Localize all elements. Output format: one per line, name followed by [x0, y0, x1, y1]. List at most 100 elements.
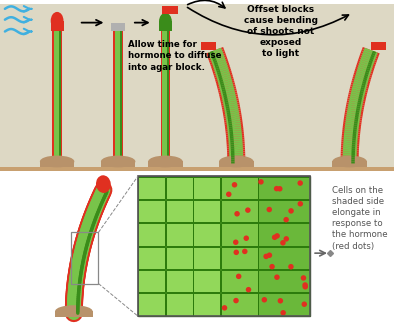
Text: Cells on the
shaded side
elongate in
response to
the hormone
(red dots): Cells on the shaded side elongate in res… [332, 186, 388, 251]
Circle shape [274, 233, 280, 239]
Bar [138, 247, 165, 269]
Bar [115, 31, 122, 163]
Bar [162, 31, 169, 163]
Bar [221, 177, 258, 199]
Bar [166, 223, 192, 246]
Bar [138, 200, 165, 222]
Bar [221, 293, 258, 316]
Bar [194, 200, 220, 222]
Circle shape [302, 301, 307, 307]
Circle shape [302, 282, 308, 288]
Circle shape [222, 305, 227, 311]
Circle shape [298, 201, 303, 207]
Circle shape [232, 182, 237, 188]
Bar [138, 177, 165, 199]
Bar [194, 270, 220, 292]
Bar [101, 161, 135, 167]
Circle shape [301, 275, 306, 281]
Bar [138, 270, 165, 292]
Circle shape [274, 275, 280, 280]
Bar [166, 270, 192, 292]
Bar [162, 6, 178, 14]
Bar [221, 247, 258, 269]
Bar [138, 176, 310, 316]
Circle shape [244, 235, 249, 241]
Circle shape [269, 264, 275, 269]
Bar [258, 247, 310, 269]
Circle shape [233, 239, 238, 245]
Bar [221, 270, 258, 292]
Bar [258, 293, 310, 316]
Circle shape [298, 180, 303, 186]
Circle shape [288, 208, 294, 213]
Bar [168, 31, 169, 163]
Circle shape [262, 297, 267, 302]
Bar [194, 293, 220, 316]
Bar [138, 223, 165, 246]
Circle shape [280, 310, 286, 315]
Circle shape [234, 211, 240, 216]
Text: Allow time for
hormone to diffuse
into agar block.: Allow time for hormone to diffuse into a… [128, 41, 222, 72]
Ellipse shape [148, 156, 183, 167]
Ellipse shape [40, 156, 74, 167]
Circle shape [242, 249, 248, 254]
Bar [371, 42, 386, 50]
Bar [258, 270, 310, 292]
Bar [221, 200, 258, 222]
Bar [194, 177, 220, 199]
Ellipse shape [55, 305, 92, 317]
Bar [201, 42, 216, 50]
Bar [166, 200, 192, 222]
Circle shape [236, 274, 242, 279]
Circle shape [272, 234, 277, 240]
Bar [40, 161, 74, 167]
Circle shape [233, 298, 239, 303]
Bar [51, 21, 64, 31]
Bar [258, 223, 310, 246]
Circle shape [280, 240, 286, 246]
Circle shape [302, 284, 308, 290]
Circle shape [258, 179, 264, 185]
Circle shape [234, 250, 239, 255]
Bar [194, 247, 220, 269]
Ellipse shape [96, 175, 111, 193]
Bar [194, 223, 220, 246]
Bar [111, 23, 125, 31]
Bar [0, 171, 394, 331]
Circle shape [246, 287, 251, 292]
Ellipse shape [159, 13, 172, 30]
Bar [138, 293, 165, 316]
Circle shape [277, 186, 282, 192]
Circle shape [274, 186, 279, 191]
Circle shape [226, 192, 232, 197]
Circle shape [267, 252, 272, 258]
Circle shape [284, 236, 289, 242]
Bar [120, 31, 122, 163]
Circle shape [284, 217, 289, 222]
Bar [55, 311, 92, 317]
Bar [219, 161, 254, 167]
Circle shape [245, 208, 251, 213]
Circle shape [278, 298, 283, 303]
Bar [54, 31, 61, 163]
Ellipse shape [51, 12, 64, 30]
Bar [258, 200, 310, 222]
Bar [52, 31, 62, 163]
Bar [59, 31, 61, 163]
Bar [71, 232, 98, 284]
Bar [221, 223, 258, 246]
Bar [332, 161, 367, 167]
Bar [138, 176, 310, 316]
Circle shape [263, 254, 269, 259]
Bar [159, 21, 172, 31]
Bar [258, 177, 310, 199]
Bar [0, 167, 394, 171]
Ellipse shape [101, 156, 135, 167]
Bar [148, 161, 183, 167]
Bar [166, 177, 192, 199]
Bar [166, 293, 192, 316]
Ellipse shape [219, 156, 254, 167]
Bar [160, 31, 170, 163]
Bar [0, 4, 394, 171]
Bar [113, 31, 123, 163]
